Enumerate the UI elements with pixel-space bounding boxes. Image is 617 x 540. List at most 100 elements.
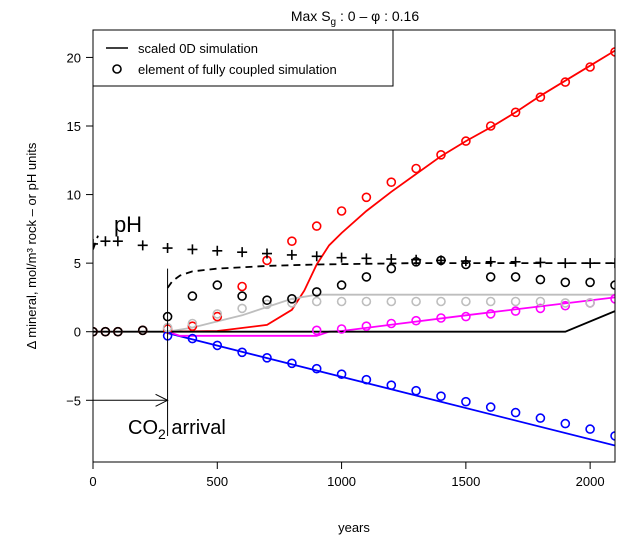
circle-point: [411, 163, 421, 174]
circle-point: [212, 280, 223, 290]
circle-point: [585, 424, 595, 434]
circle-point: [510, 272, 521, 282]
circle-point: [386, 263, 397, 274]
circle-point: [287, 293, 297, 304]
circle-point: [461, 296, 471, 307]
legend: scaled 0D simulation element of fully co…: [92, 29, 394, 87]
circle-point: [436, 296, 446, 307]
legend-entry-0: scaled 0D simulation: [138, 41, 258, 56]
circle-point: [585, 277, 595, 288]
circle-point: [113, 326, 123, 337]
circle-point: [212, 340, 223, 351]
plus-point: [386, 254, 397, 265]
title-suffix: : 0 – φ : 0.16: [336, 8, 419, 24]
y-axis: −5 0 5 10 15 20: [66, 50, 93, 408]
plus-point: [610, 258, 615, 269]
circle-point: [436, 391, 446, 402]
circle-point: [485, 272, 496, 282]
y-tick-label: 15: [67, 119, 81, 134]
circle-point: [386, 177, 397, 187]
y-tick-label: 20: [67, 50, 81, 65]
title-subscript: g: [331, 17, 337, 28]
circle-point: [386, 296, 397, 307]
circle-point: [560, 277, 571, 288]
circle-point: [311, 287, 322, 297]
circle-point: [336, 280, 347, 290]
co2-label-suffix: arrival: [166, 417, 226, 439]
circle-point: [560, 298, 571, 308]
circle-point: [461, 136, 471, 146]
circle-point: [237, 291, 247, 301]
circle-point: [361, 321, 372, 332]
legend-entry-1: element of fully coupled simulation: [138, 62, 337, 77]
sim-line-0: [167, 49, 615, 333]
circle-point: [436, 313, 446, 323]
circle-point: [137, 325, 148, 336]
ph-annotation: pH: [114, 212, 142, 237]
x-tick-label: 1500: [451, 474, 480, 489]
circle-point: [610, 431, 615, 441]
plus-point: [585, 258, 596, 269]
circle-point: [510, 407, 521, 418]
circle-point: [461, 311, 471, 322]
circle-point: [535, 274, 546, 285]
circle-point: [386, 318, 397, 329]
plus-point: [187, 244, 198, 255]
point-series-2: [311, 294, 615, 336]
circle-point: [100, 326, 111, 337]
circle-point: [262, 352, 272, 363]
plus-point: [535, 257, 546, 268]
x-tick-label: 500: [206, 474, 228, 489]
plus-point: [137, 240, 148, 251]
x-tick-label: 1000: [327, 474, 356, 489]
plus-point: [286, 249, 297, 260]
series-layer: [93, 47, 615, 447]
circle-point: [535, 413, 546, 423]
x-axis: 0 500 1000 1500 2000: [89, 462, 605, 489]
circle-point: [187, 333, 198, 344]
circle-point: [510, 296, 521, 307]
circle-point: [187, 321, 198, 332]
circle-point: [287, 298, 297, 308]
circle-point: [311, 325, 322, 336]
plot-area: [93, 47, 615, 447]
circle-point: [212, 309, 223, 319]
circle-point: [187, 318, 198, 329]
circle-point: [461, 396, 471, 407]
circle-point: [336, 369, 347, 380]
sim-line-6: [93, 235, 99, 250]
plus-point: [411, 254, 422, 265]
y-tick-label: 0: [74, 325, 81, 340]
point-series-1: [162, 330, 615, 441]
circle-point: [336, 296, 347, 307]
circle-point: [187, 291, 198, 301]
circle-point: [485, 402, 496, 412]
plus-point: [93, 238, 98, 249]
plus-point: [336, 252, 347, 263]
co2-label-prefix: CO: [128, 417, 158, 439]
circle-point: [560, 418, 571, 429]
circle-point: [535, 303, 546, 314]
plus-point: [361, 253, 372, 264]
circle-point: [336, 324, 347, 334]
circle-point: [510, 107, 521, 118]
circle-point: [535, 296, 546, 307]
plus-point: [311, 251, 322, 262]
circle-point: [287, 358, 297, 369]
x-tick-label: 0: [89, 474, 96, 489]
plus-point: [560, 258, 571, 269]
circle-point: [610, 280, 615, 290]
circle-point: [361, 272, 372, 282]
x-axis-label: years: [338, 520, 370, 535]
co2-label-subscript: 2: [158, 426, 166, 442]
plus-point: [237, 247, 248, 258]
circle-point: [560, 77, 571, 87]
co2-arrival-annotation: CO2 arrival: [93, 268, 226, 442]
legend-box: [92, 29, 394, 87]
plus-point: [460, 256, 471, 267]
point-series-5: [93, 236, 615, 269]
co2-arrival-label: CO2 arrival: [128, 417, 226, 442]
circle-point: [212, 311, 223, 322]
plus-point: [112, 236, 123, 247]
